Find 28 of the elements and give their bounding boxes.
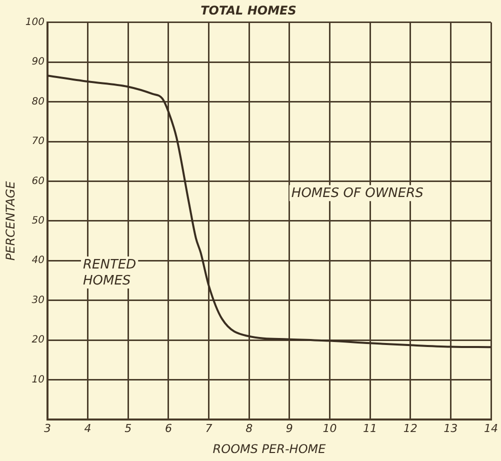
x-tick-label: 9 (286, 422, 293, 435)
x-tick-label: 5 (124, 422, 132, 435)
y-tick-label: 70 (32, 136, 44, 148)
x-tick-label: 14 (484, 422, 498, 435)
annotation: RENTED HOMES (82, 258, 136, 289)
y-tick-label: 100 (25, 16, 44, 28)
y-tick-label: 40 (32, 255, 44, 266)
y-tick-label: 10 (32, 374, 44, 386)
y-tick-label: 90 (32, 56, 44, 68)
x-tick-label: 11 (363, 422, 378, 435)
y-tick-label: 20 (32, 334, 44, 346)
x-tick-label: 7 (205, 422, 212, 435)
y-tick-label: 60 (32, 176, 44, 187)
annotation: HOMES OF OWNERS (291, 186, 424, 202)
chart-title: TOTAL HOMES (200, 3, 296, 18)
x-tick-label: 3 (44, 422, 51, 435)
y-tick-label: 80 (32, 96, 44, 108)
y-axis-title: PERCENTAGE (3, 180, 18, 261)
x-tick-label: 13 (444, 422, 458, 435)
x-tick-label: 4 (84, 422, 92, 435)
y-tick-label: 50 (32, 215, 44, 226)
x-axis-title: ROOMS PER-HOME (212, 442, 326, 456)
line-series (47, 74, 491, 348)
x-tick-label: 12 (403, 422, 418, 435)
y-tick-label: 30 (32, 294, 44, 306)
x-tick-label: 10 (322, 422, 337, 435)
x-tick-label: 6 (164, 422, 172, 435)
x-tick-label: 8 (246, 422, 253, 435)
